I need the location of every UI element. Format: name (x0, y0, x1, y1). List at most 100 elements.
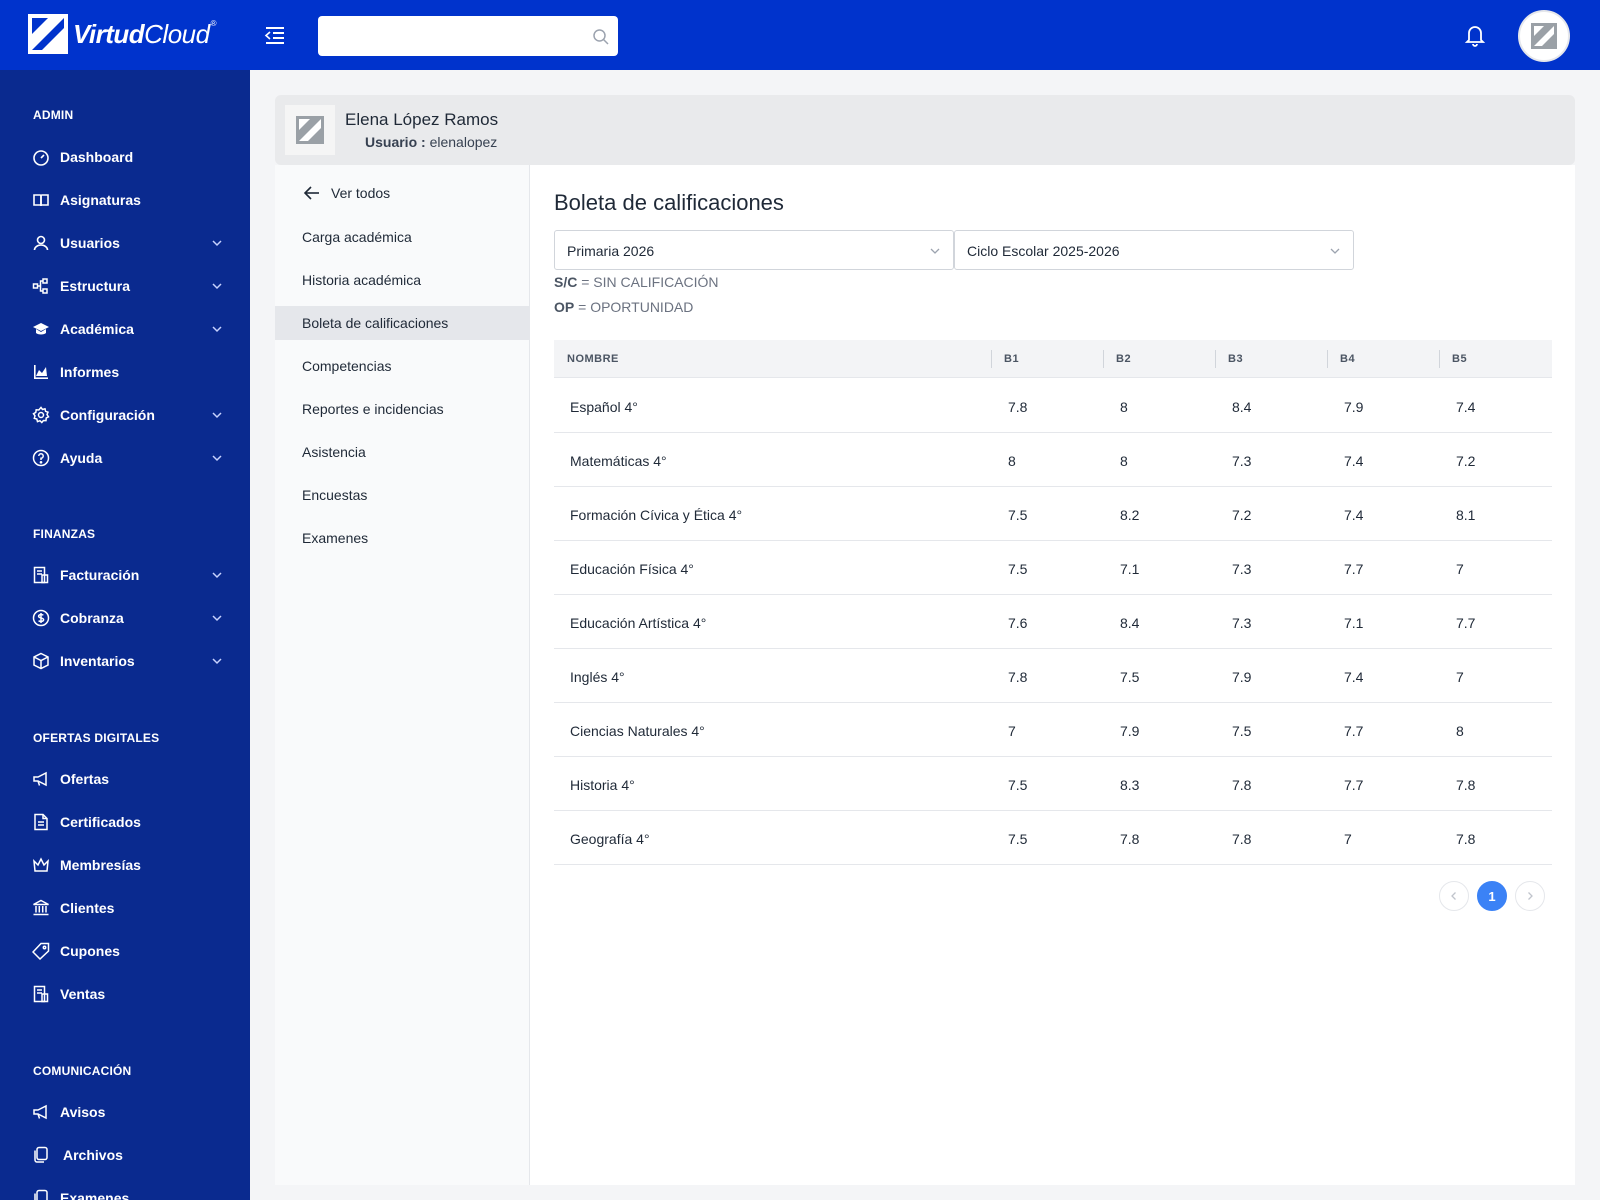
brand-logo[interactable]: VirtudCloud® (28, 14, 217, 54)
sidebar-item-dashboard[interactable]: Dashboard (0, 139, 250, 175)
column-header-b2[interactable]: B2 (1116, 353, 1132, 365)
grade-cell-b2: 7.9 (1120, 723, 1140, 739)
logo-mark-icon (28, 14, 68, 54)
notifications-bell-icon[interactable] (1463, 22, 1487, 48)
cycle-select[interactable]: Ciclo Escolar 2025-2026 (954, 230, 1354, 270)
sidebar-item-label: Archivos (63, 1147, 123, 1163)
graduation-cap-icon (33, 323, 49, 335)
sidebar-item-avisos[interactable]: Avisos (0, 1094, 250, 1130)
page-title: Boleta de calificaciones (554, 190, 784, 215)
grade-cell-b5: 8.1 (1456, 507, 1476, 523)
subnav-item-label: Reportes e incidencias (302, 401, 444, 417)
grade-cell-b3: 7.8 (1232, 777, 1252, 793)
sidebar-item-label: Examenes (60, 1190, 130, 1200)
sidebar-item-asignaturas[interactable]: Asignaturas (0, 182, 250, 218)
grade-cell-b2: 8 (1120, 399, 1128, 415)
subject-name-cell: Educación Física 4° (570, 561, 694, 577)
sidebar-item-clientes[interactable]: Clientes (0, 890, 250, 926)
next-page-button[interactable] (1515, 881, 1545, 911)
subnav-item-reportes[interactable]: Reportes e incidencias (275, 392, 530, 426)
grade-cell-b4: 7 (1344, 831, 1352, 847)
sidebar-item-certificados[interactable]: Certificados (0, 804, 250, 840)
sidebar-item-cobranza[interactable]: Cobranza (0, 600, 250, 636)
legend-sc: S/C = SIN CALIFICACIÓN (554, 274, 719, 290)
column-header-b3[interactable]: B3 (1228, 353, 1244, 365)
subnav-item-competencias[interactable]: Competencias (275, 349, 530, 383)
chevron-down-icon (212, 326, 222, 333)
dollar-icon (32, 609, 50, 627)
sidebar-item-estructura[interactable]: Estructura (0, 268, 250, 304)
grade-cell-b1: 7 (1008, 723, 1016, 739)
table-row: Matemáticas 4° 8 8 7.3 7.4 7.2 (554, 433, 1552, 487)
grade-cell-b3: 7.8 (1232, 831, 1252, 847)
grade-cell-b2: 8.4 (1120, 615, 1140, 631)
grade-cell-b4: 7.7 (1344, 561, 1364, 577)
sidebar-item-ayuda[interactable]: Ayuda (0, 440, 250, 476)
grade-cell-b3: 7.2 (1232, 507, 1252, 523)
chevron-down-icon (212, 240, 222, 247)
level-select-value: Primaria 2026 (567, 243, 655, 259)
grade-cell-b4: 7.1 (1344, 615, 1364, 631)
user-avatar[interactable] (1518, 10, 1570, 62)
column-header-nombre[interactable]: NOMBRE (567, 353, 619, 365)
chevron-down-icon (212, 412, 222, 419)
files-icon (34, 1146, 48, 1163)
subnav-item-carga-academica[interactable]: Carga académica (275, 220, 530, 254)
avatar-placeholder-icon (296, 116, 324, 144)
table-row: Español 4° 7.8 8 8.4 7.9 7.4 (554, 379, 1552, 433)
menu-collapse-icon[interactable] (262, 22, 288, 48)
sidebar-item-academica[interactable]: Académica (0, 311, 250, 347)
sidebar-item-archivos[interactable]: Archivos (0, 1137, 250, 1173)
help-icon (32, 449, 50, 467)
tag-icon (32, 942, 50, 960)
document-icon (34, 813, 48, 831)
sidebar-item-label: Usuarios (60, 235, 120, 251)
page-button-current[interactable]: 1 (1477, 881, 1507, 911)
subnav-item-label: Carga académica (302, 229, 412, 245)
subnav-item-encuestas[interactable]: Encuestas (275, 478, 530, 512)
sidebar-item-label: Ventas (60, 986, 106, 1002)
sidebar-item-informes[interactable]: Informes (0, 354, 250, 390)
sidebar-item-label: Clientes (60, 900, 115, 916)
sidebar-item-examenes[interactable]: Examenes (0, 1180, 250, 1200)
subnav-item-examenes[interactable]: Examenes (275, 521, 530, 555)
column-header-b5[interactable]: B5 (1452, 353, 1468, 365)
subject-name-cell: Formación Cívica y Ética 4° (570, 507, 743, 523)
sidebar-item-inventarios[interactable]: Inventarios (0, 643, 250, 679)
search-icon[interactable] (592, 28, 610, 46)
search-input[interactable] (318, 16, 578, 56)
grade-cell-b4: 7.7 (1344, 723, 1364, 739)
sidebar-item-ventas[interactable]: Ventas (0, 976, 250, 1012)
subnav-item-label: Competencias (302, 358, 392, 374)
column-header-b4[interactable]: B4 (1340, 353, 1356, 365)
sidebar-item-membresias[interactable]: Membresías (0, 847, 250, 883)
sidebar-item-configuracion[interactable]: Configuración (0, 397, 250, 433)
subnav-item-label: Historia académica (302, 272, 422, 288)
search-box (318, 16, 618, 56)
grade-cell-b1: 7.8 (1008, 399, 1028, 415)
profile-name: Elena López Ramos (345, 110, 499, 129)
sidebar-item-usuarios[interactable]: Usuarios (0, 225, 250, 261)
sidebar-item-label: Membresías (60, 857, 141, 873)
column-divider (1103, 350, 1104, 368)
back-link[interactable]: Ver todos (303, 181, 390, 205)
grade-cell-b3: 7.9 (1232, 669, 1252, 685)
level-select[interactable]: Primaria 2026 (554, 230, 954, 270)
chevron-down-icon (212, 658, 222, 665)
subnav-item-historia-academica[interactable]: Historia académica (275, 263, 530, 297)
sidebar-item-label: Académica (60, 321, 134, 337)
column-header-b1[interactable]: B1 (1004, 353, 1020, 365)
grade-cell-b3: 7.3 (1232, 561, 1252, 577)
grade-cell-b2: 7.1 (1120, 561, 1140, 577)
subject-name-cell: Ciencias Naturales 4° (570, 723, 705, 739)
sidebar-item-ofertas[interactable]: Ofertas (0, 761, 250, 797)
grade-cell-b5: 7 (1456, 561, 1464, 577)
chevron-down-icon (930, 248, 940, 254)
sidebar-item-cupones[interactable]: Cupones (0, 933, 250, 969)
sidebar-item-facturacion[interactable]: Facturación (0, 557, 250, 593)
subnav-item-boleta[interactable]: Boleta de calificaciones (275, 306, 530, 340)
subnav-item-asistencia[interactable]: Asistencia (275, 435, 530, 469)
grade-cell-b5: 7.8 (1456, 777, 1476, 793)
table-row: Ciencias Naturales 4° 7 7.9 7.5 7.7 8 (554, 703, 1552, 757)
prev-page-button[interactable] (1439, 881, 1469, 911)
